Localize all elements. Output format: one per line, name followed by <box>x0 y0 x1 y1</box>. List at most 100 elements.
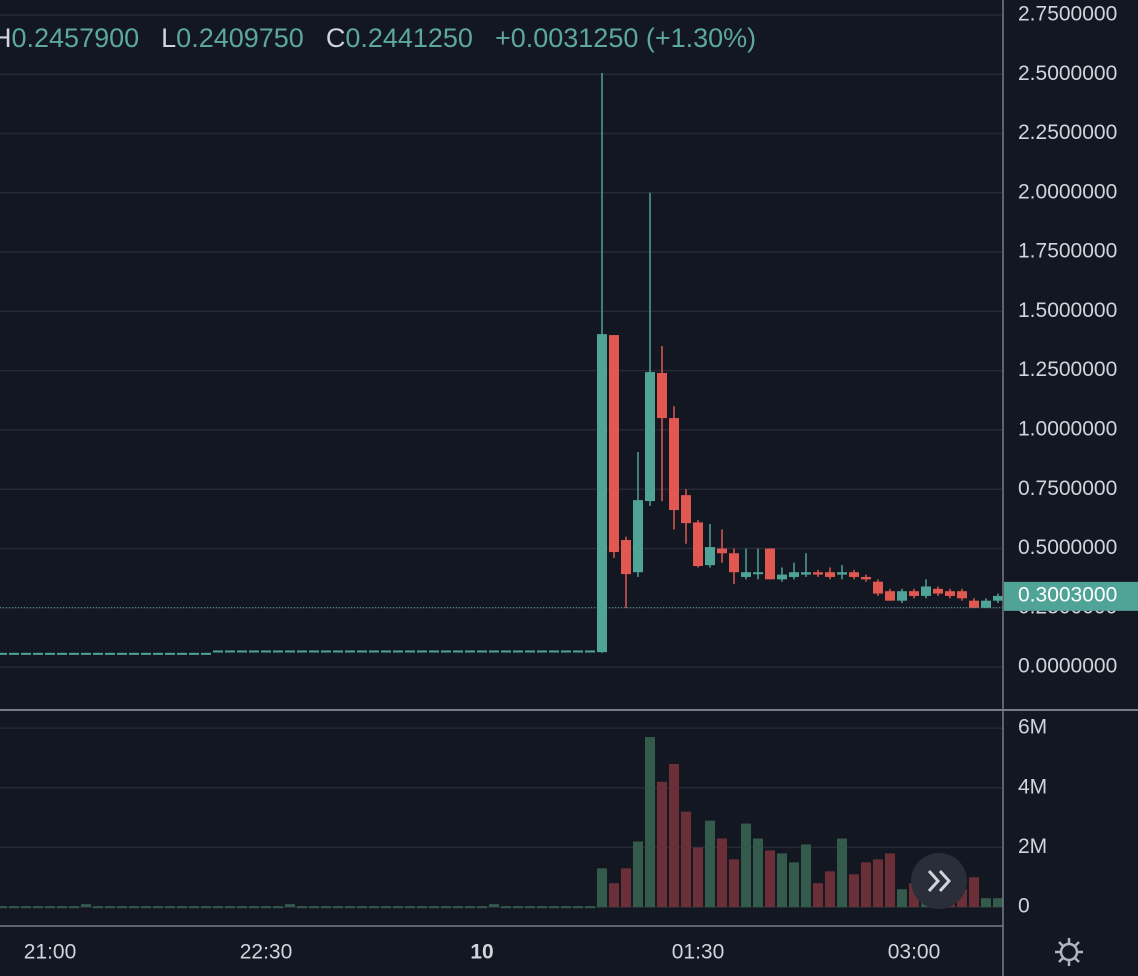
candle-body <box>345 650 355 653</box>
volume-bar <box>309 906 319 909</box>
candle-body <box>453 650 463 653</box>
candle-body <box>633 500 643 573</box>
candle-body <box>189 652 199 655</box>
candle-body <box>249 650 259 653</box>
candle-body <box>921 586 931 596</box>
candle-body <box>993 595 1003 601</box>
candle-body <box>753 572 763 575</box>
header-label: H <box>0 23 12 53</box>
candle-body <box>957 591 967 599</box>
candle-body <box>141 652 151 655</box>
candle-body <box>837 572 847 575</box>
candle-body <box>789 572 799 577</box>
candle-body <box>393 650 403 653</box>
last-price-label: 0.3003000 <box>1018 583 1117 606</box>
volume-bar <box>585 906 595 909</box>
volume-bar <box>9 906 19 909</box>
candle-body <box>969 600 979 608</box>
candle-body <box>609 335 619 553</box>
scroll-icon[interactable] <box>927 869 952 893</box>
volume-bar <box>249 906 259 909</box>
volume-bar <box>141 906 151 909</box>
candle-body <box>897 591 907 601</box>
volume-bar <box>909 883 919 908</box>
volume-bar <box>345 906 355 909</box>
volume-bar <box>285 904 295 908</box>
gear-circle[interactable] <box>1059 942 1079 962</box>
candle-body <box>825 572 835 577</box>
volume-bar <box>885 853 895 908</box>
candle-body <box>945 591 955 596</box>
candle-body <box>657 373 667 419</box>
volume-bar <box>93 906 103 909</box>
y-tick-label: 1.2500000 <box>1018 358 1117 381</box>
volume-bar <box>981 898 991 908</box>
volume-bar <box>501 906 511 909</box>
candle-body <box>165 652 175 655</box>
candle-body <box>933 588 943 594</box>
y-tick-label: 2.5000000 <box>1018 62 1117 85</box>
volume-bar <box>393 906 403 909</box>
volume-bar <box>453 906 463 909</box>
candle-body <box>669 418 679 511</box>
volume-bar <box>369 906 379 909</box>
volume-bar <box>525 906 535 909</box>
volume-bar <box>417 906 427 909</box>
header-change: +0.0031250 (+1.30%) <box>495 23 756 53</box>
y-tick-label: 1.0000000 <box>1018 417 1117 440</box>
candle-body <box>741 572 751 577</box>
candle-body <box>261 650 271 653</box>
y-tick-label: 0.7500000 <box>1018 477 1117 500</box>
y-tick-label: 1.5000000 <box>1018 299 1117 322</box>
gear-teeth[interactable] <box>1055 938 1083 966</box>
settings-icon[interactable] <box>1055 938 1083 966</box>
volume-bar <box>681 811 691 908</box>
volume-bar <box>273 906 283 909</box>
candle-body <box>381 650 391 653</box>
volume-bar <box>153 906 163 909</box>
volume-bar <box>405 906 415 909</box>
candle-body <box>513 650 523 653</box>
candle-body <box>417 650 427 653</box>
volume-bar <box>333 906 343 909</box>
candle-body <box>321 650 331 653</box>
candle-body <box>357 650 367 653</box>
volume-bar <box>213 906 223 909</box>
candle-body <box>285 650 295 653</box>
volume-bar <box>645 737 655 908</box>
volume-bar <box>189 906 199 909</box>
y-tick-label: 0.0000000 <box>1018 655 1117 678</box>
candle-body <box>693 522 703 567</box>
volume-bar <box>705 820 715 908</box>
volume-bar <box>789 862 799 908</box>
y-tick-label: 0.5000000 <box>1018 536 1117 559</box>
candle-body <box>237 650 247 653</box>
volume-bar <box>21 906 31 909</box>
volume-bar <box>165 906 175 909</box>
y-tick-label: 2.0000000 <box>1018 180 1117 203</box>
volume-bar <box>897 889 907 908</box>
volume-bar <box>357 906 367 909</box>
volume-bar <box>753 838 763 908</box>
candle-body <box>201 652 211 655</box>
candle-body <box>873 581 883 594</box>
candle-body <box>333 650 343 653</box>
candle-body <box>861 576 871 580</box>
y-tick-label: 2M <box>1018 835 1047 858</box>
volume-bar <box>477 906 487 909</box>
volume-bar <box>813 883 823 908</box>
volume-bar <box>297 906 307 909</box>
candle-body <box>681 495 691 524</box>
header-value: 0.2441250 <box>345 23 473 53</box>
candle-body <box>0 652 7 655</box>
candle-body <box>273 650 283 653</box>
volume-bar <box>837 838 847 908</box>
volume-bar <box>0 906 7 909</box>
candle-body <box>621 539 631 575</box>
header-label: L <box>161 23 176 53</box>
last-price-box <box>1004 581 1138 611</box>
scroll-button[interactable] <box>911 853 967 909</box>
volume-bar <box>777 853 787 908</box>
